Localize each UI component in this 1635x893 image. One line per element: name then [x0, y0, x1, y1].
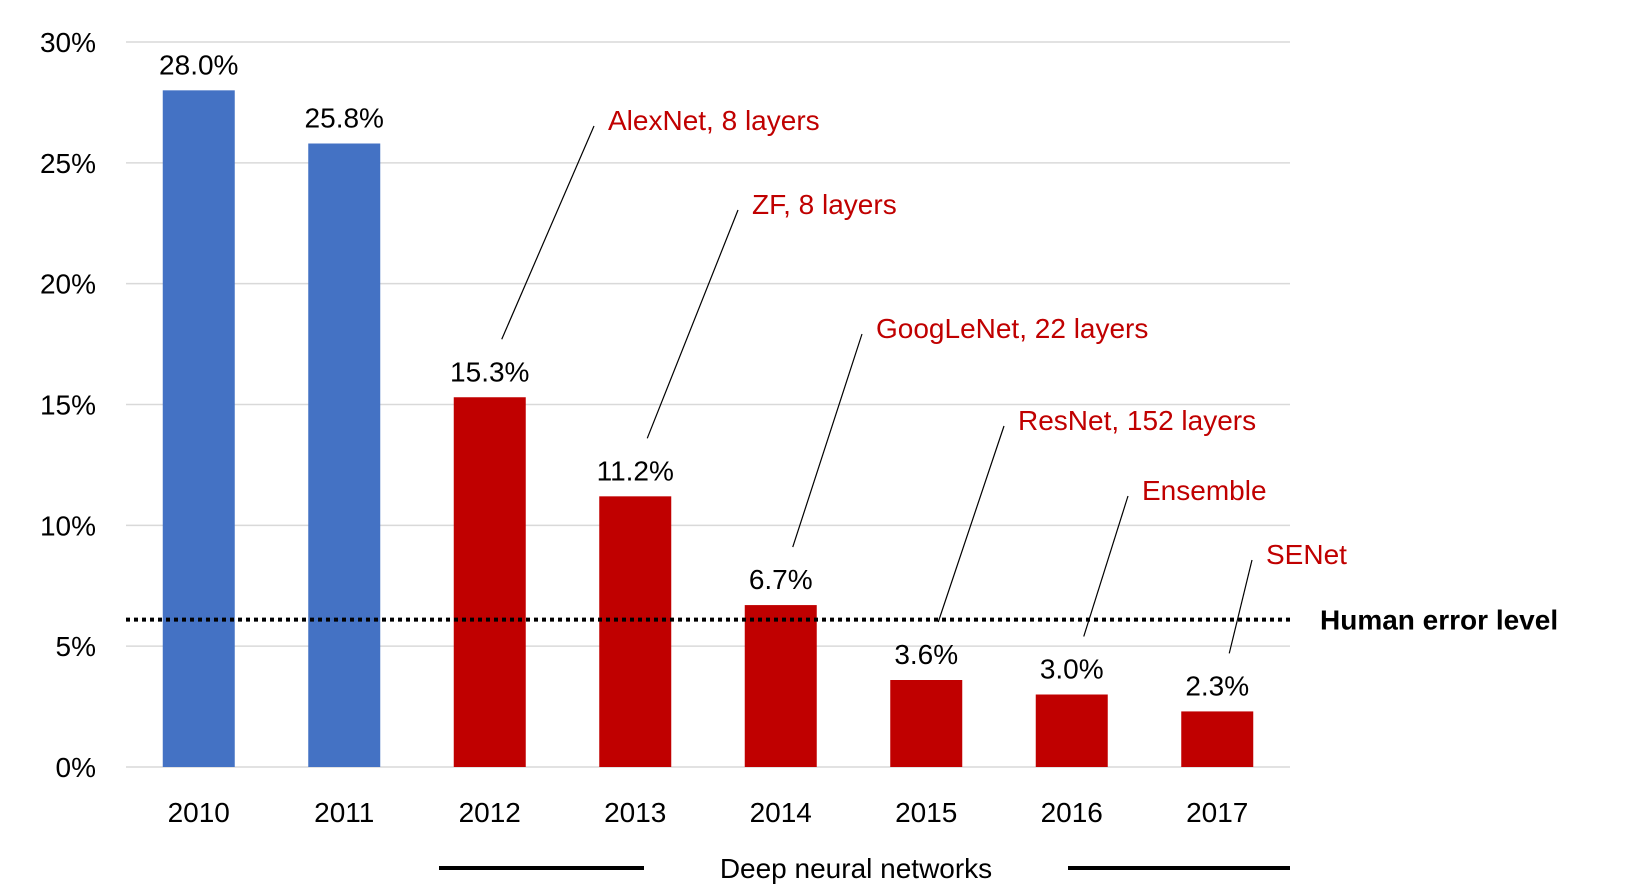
y-tick-label: 0%: [56, 752, 96, 783]
x-tick-label: 2014: [750, 797, 812, 828]
annotation-label: SENet: [1266, 539, 1347, 570]
y-tick-label: 5%: [56, 631, 96, 662]
y-tick-label: 30%: [40, 27, 96, 58]
y-tick-label: 15%: [40, 390, 96, 421]
annotation-leader-line: [1083, 495, 1129, 637]
annotations: AlexNet, 8 layers ZF, 8 layers GoogLeNet, …: [501, 105, 1347, 654]
labels: 0% 5% 10% 15% 20% 25% 30% 28.0% 2010 25.8% 2011 15.…: [40, 27, 1558, 884]
human-error-label: Human error level: [1320, 605, 1558, 636]
bar-2016: [1035, 694, 1108, 767]
group-label: Deep neural networks: [720, 853, 992, 884]
x-tick-label: 2015: [895, 797, 957, 828]
bar-2012: [453, 397, 526, 767]
annotation-leader-line: [646, 209, 739, 439]
value-label: 15.3%: [450, 356, 529, 387]
bar-2017: [1181, 711, 1254, 767]
value-label: 25.8%: [305, 103, 384, 134]
annotation-label: ResNet, 152 layers: [1018, 405, 1256, 436]
annotation-leader-line: [937, 425, 1005, 623]
annotation-leader-line: [1228, 559, 1253, 654]
x-tick-label: 2017: [1186, 797, 1248, 828]
bar-2011: [308, 143, 381, 767]
x-tick-label: 2011: [314, 797, 374, 828]
value-label: 3.6%: [894, 639, 958, 670]
bar-2014: [744, 605, 817, 767]
annotation-leader-line: [501, 125, 595, 340]
value-label: 6.7%: [749, 564, 813, 595]
bars: [162, 90, 1254, 768]
y-tick-label: 25%: [40, 148, 96, 179]
y-tick-label: 20%: [40, 269, 96, 300]
annotation-label: ZF, 8 layers: [752, 189, 897, 220]
y-tick-label: 10%: [40, 510, 96, 541]
x-tick-label: 2013: [604, 797, 666, 828]
bar-2015: [890, 680, 963, 767]
x-tick-label: 2010: [168, 797, 230, 828]
annotation-leader-line: [792, 333, 863, 548]
value-label: 11.2%: [597, 455, 674, 486]
annotation-label: Ensemble: [1142, 475, 1267, 506]
bar-2013: [599, 496, 672, 767]
value-label: 28.0%: [159, 49, 238, 80]
annotation-label: GoogLeNet, 22 layers: [876, 313, 1148, 344]
value-label: 2.3%: [1185, 670, 1249, 701]
x-tick-label: 2012: [459, 797, 521, 828]
x-tick-label: 2016: [1041, 797, 1103, 828]
bar-2010: [162, 90, 235, 768]
annotation-label: AlexNet, 8 layers: [608, 105, 820, 136]
value-label: 3.0%: [1040, 654, 1104, 685]
